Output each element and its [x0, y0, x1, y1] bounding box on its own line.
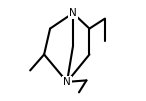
Text: N: N: [63, 77, 71, 87]
Text: N: N: [69, 8, 77, 18]
